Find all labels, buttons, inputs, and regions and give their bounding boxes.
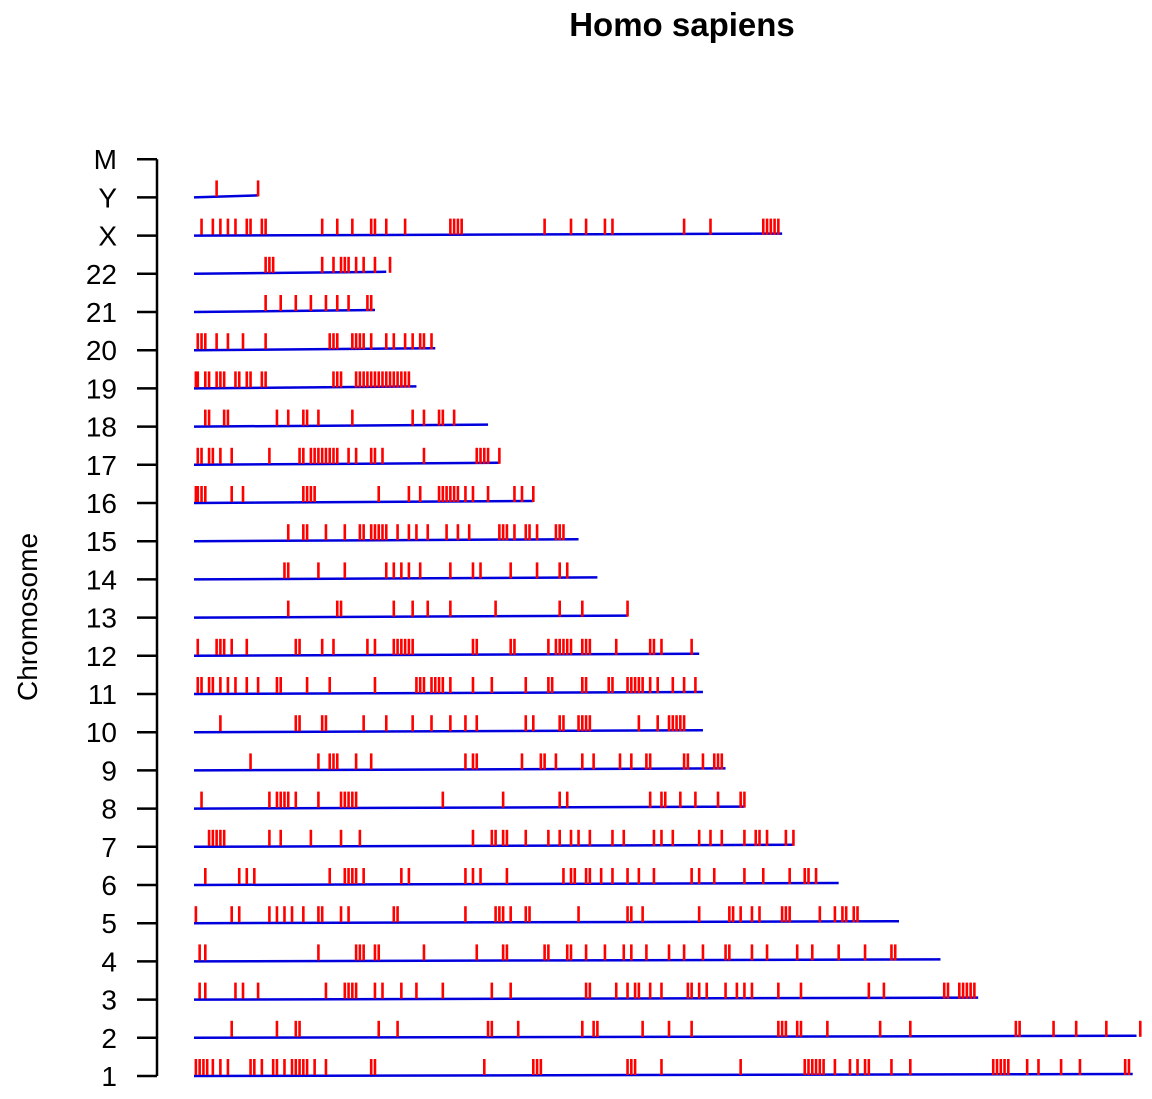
chromosome-row-18 (193, 409, 489, 428)
chromosome-row-20 (193, 333, 436, 352)
y-tick-label: 22 (86, 259, 117, 290)
chromosome-line (193, 805, 745, 810)
chromosome-line (193, 461, 500, 467)
y-tick-label: 5 (101, 908, 117, 939)
chromosome-line (193, 232, 783, 237)
chromosome-line (193, 576, 598, 581)
chromosome-line (193, 652, 700, 658)
chromosome-row-6 (193, 868, 839, 887)
chromosome-row-5 (193, 906, 899, 925)
y-tick-label: 18 (86, 412, 117, 443)
chromosome-row-15 (193, 524, 579, 543)
chromosome-line (193, 270, 387, 276)
chromosome-row-2 (193, 1020, 1142, 1040)
y-tick-label: 8 (101, 794, 117, 825)
chromosome-row-12 (193, 638, 700, 658)
y-tick-label: 1 (101, 1061, 117, 1092)
chromosome-line (193, 767, 726, 772)
chromosome-rows (193, 180, 1142, 1078)
y-tick-label: 20 (86, 335, 117, 366)
chromosome-row-16 (193, 486, 535, 505)
y-tick-label: 12 (86, 641, 117, 672)
chromosome-row-7 (193, 829, 795, 849)
chromosome-line (193, 690, 703, 696)
chromosome-row-3 (193, 982, 979, 1001)
y-tick-label: 6 (101, 870, 117, 901)
y-tick-label: 9 (101, 755, 117, 786)
y-tick-label: X (98, 221, 117, 252)
chromosome-row-14 (193, 562, 598, 581)
y-tick-label: 16 (86, 488, 117, 519)
chromosome-row-9 (193, 753, 726, 772)
chromosome-line (193, 1034, 1137, 1040)
chromosome-line (193, 919, 899, 925)
chromosome-row-11 (193, 677, 703, 696)
y-tick-label: 14 (86, 564, 117, 595)
chromosome-line (193, 499, 534, 505)
chromosome-row-x (193, 218, 783, 237)
chromosome-line (193, 728, 703, 734)
chart-title: Homo sapiens (569, 6, 795, 43)
y-tick-label: 3 (101, 985, 117, 1016)
chromosome-row-22 (193, 256, 392, 276)
chromosome-line (193, 308, 375, 314)
y-tick-label: 10 (86, 717, 117, 748)
y-tick-label: 2 (101, 1023, 117, 1054)
chromosome-line (193, 1072, 1133, 1078)
y-tick-label: 11 (88, 679, 117, 710)
y-tick-label: Y (98, 182, 117, 213)
chromosome-row-13 (193, 600, 629, 619)
chromosome-row-21 (193, 295, 375, 314)
y-tick-label: M (94, 144, 117, 175)
y-tick-label: 17 (86, 450, 117, 481)
y-axis-label: Chromosome (12, 533, 43, 701)
chromosome-row-10 (193, 715, 703, 734)
chromosome-row-y (193, 180, 260, 199)
chromosome-row-17 (193, 447, 501, 467)
chromosome-row-19 (193, 371, 417, 390)
y-tick-label: 21 (86, 297, 117, 328)
y-tick-label: 4 (101, 946, 117, 977)
chromosome-row-8 (193, 791, 746, 810)
y-tick-label: 7 (101, 832, 117, 863)
chromosome-row-1 (193, 1059, 1133, 1078)
chromosome-row-4 (193, 944, 941, 963)
chromosome-line (193, 346, 436, 352)
y-tick-label: 19 (86, 373, 117, 404)
chromosome-line (193, 881, 839, 887)
y-tick-label: 15 (86, 526, 117, 557)
y-tick-label: 13 (86, 603, 117, 634)
chromosome-line (193, 843, 794, 849)
chromosome-line (193, 194, 259, 199)
chromosome-line (193, 614, 628, 619)
